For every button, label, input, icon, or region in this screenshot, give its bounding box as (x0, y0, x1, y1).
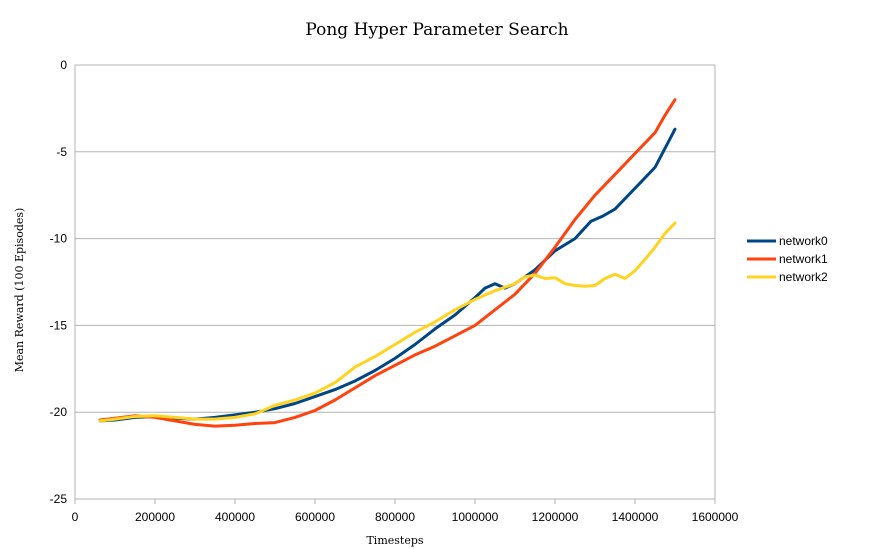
x-tick-label: 600000 (295, 510, 335, 524)
y-tick-label: -15 (50, 318, 68, 332)
x-axis-ticks: 0 200000 400000 600000 800000 1000000 1200000 1… (72, 499, 739, 524)
y-tick-label: 0 (60, 58, 67, 72)
x-axis-label: Timesteps (366, 534, 423, 547)
legend-label-network1: network1 (779, 252, 828, 266)
y-tick-label: -20 (50, 405, 68, 419)
x-tick-label: 0 (72, 510, 79, 524)
x-tick-label: 200000 (135, 510, 175, 524)
x-tick-label: 400000 (215, 510, 255, 524)
y-tick-label: -25 (50, 492, 68, 506)
y-tick-label: -10 (50, 232, 68, 246)
x-tick-label: 1000000 (452, 510, 499, 524)
series-line-network1 (98, 98, 677, 428)
y-axis-ticks: 0 -5 -10 -15 -20 -25 (50, 58, 68, 506)
x-tick-label: 1400000 (612, 510, 659, 524)
legend: network0 network1 network2 (747, 234, 828, 284)
x-tick-label: 800000 (375, 510, 415, 524)
y-axis-label: Mean Reward (100 Episodes) (13, 208, 26, 373)
x-tick-label: 1600000 (692, 510, 739, 524)
y-tick-label: -5 (56, 145, 67, 159)
x-tick-label: 1200000 (532, 510, 579, 524)
series-line-network2 (98, 221, 677, 423)
legend-label-network0: network0 (779, 234, 828, 248)
legend-label-network2: network2 (779, 270, 828, 284)
chart-title: Pong Hyper Parameter Search (305, 20, 568, 40)
series-lines (98, 98, 677, 428)
